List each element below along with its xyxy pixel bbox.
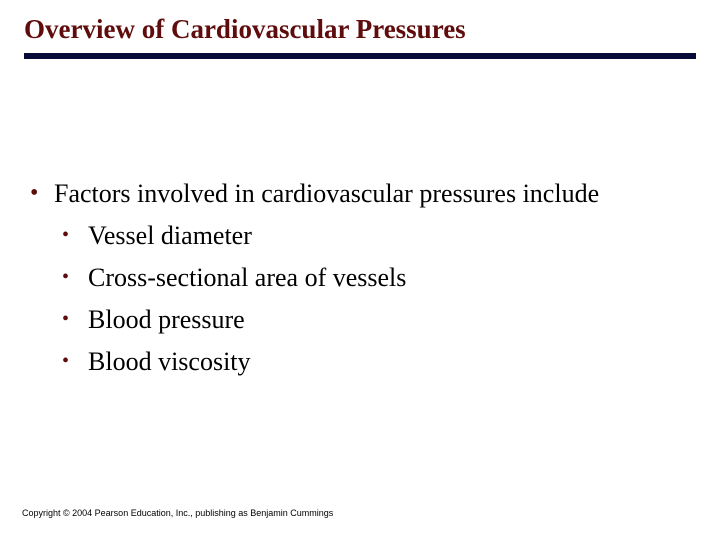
bullet-icon: • [62,346,88,376]
bullet-text: Vessel diameter [88,220,252,252]
bullet-icon: • [26,178,54,208]
bullet-text: Factors involved in cardiovascular press… [54,178,599,210]
bullet-icon: • [62,220,88,250]
bullet-level2: •Cross-sectional area of vessels [26,262,694,294]
bullet-level2: •Vessel diameter [26,220,694,252]
bullet-text: Blood viscosity [88,346,251,378]
bullet-level2: •Blood pressure [26,304,694,336]
bullet-level2: •Blood viscosity [26,346,694,378]
copyright-text: Copyright © 2004 Pearson Education, Inc.… [22,508,333,518]
bullet-icon: • [62,262,88,292]
slide: Overview of Cardiovascular Pressures • F… [0,0,720,540]
bullet-text: Cross-sectional area of vessels [88,262,406,294]
title-underline [24,53,696,59]
slide-title: Overview of Cardiovascular Pressures [0,0,720,45]
bullet-icon: • [62,304,88,334]
body-content: • Factors involved in cardiovascular pre… [26,178,694,384]
bullet-text: Blood pressure [88,304,245,336]
bullet-level1: • Factors involved in cardiovascular pre… [26,178,694,210]
